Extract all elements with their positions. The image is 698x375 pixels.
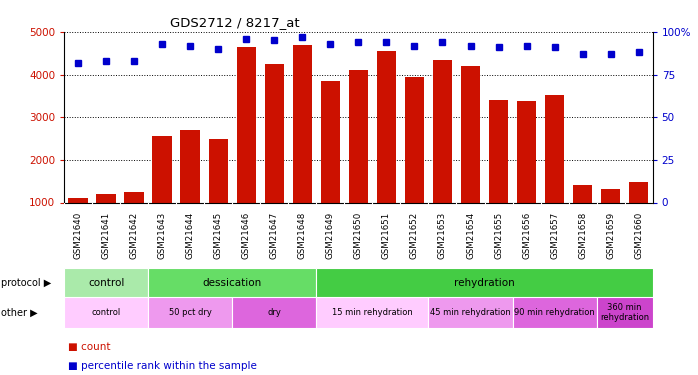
Text: GSM21648: GSM21648: [298, 211, 307, 259]
Bar: [489, 100, 508, 245]
Text: GSM21649: GSM21649: [326, 212, 335, 259]
Text: GSM21659: GSM21659: [606, 212, 615, 259]
Text: 360 min
rehydration: 360 min rehydration: [600, 303, 649, 322]
Bar: [512, 297, 597, 328]
Text: GSM21655: GSM21655: [494, 211, 503, 259]
Bar: [316, 297, 429, 328]
Bar: [232, 297, 316, 328]
Bar: [316, 268, 653, 297]
Bar: [64, 268, 148, 297]
Bar: [377, 51, 396, 245]
Bar: [292, 45, 312, 245]
Bar: [461, 66, 480, 245]
Text: GSM21645: GSM21645: [214, 211, 223, 259]
Bar: [152, 136, 172, 245]
Text: other ▶: other ▶: [1, 308, 37, 318]
Bar: [429, 297, 512, 328]
Bar: [405, 76, 424, 245]
Text: GSM21652: GSM21652: [410, 211, 419, 259]
Text: control: control: [91, 308, 121, 317]
Bar: [148, 297, 232, 328]
Text: GSM21646: GSM21646: [242, 211, 251, 259]
Text: GSM21656: GSM21656: [522, 211, 531, 259]
Bar: [68, 198, 88, 245]
Text: GSM21658: GSM21658: [578, 211, 587, 259]
Text: dessication: dessication: [202, 278, 262, 288]
Text: 15 min rehydration: 15 min rehydration: [332, 308, 413, 317]
Bar: [64, 297, 148, 328]
Bar: [237, 47, 256, 245]
Bar: [629, 182, 648, 245]
Text: GSM21644: GSM21644: [186, 211, 195, 259]
Bar: [573, 184, 593, 245]
Text: protocol ▶: protocol ▶: [1, 278, 51, 288]
Text: ■ count: ■ count: [68, 342, 110, 352]
Text: GSM21660: GSM21660: [634, 211, 643, 259]
Text: GSM21657: GSM21657: [550, 211, 559, 259]
Text: 50 pct dry: 50 pct dry: [169, 308, 211, 317]
Bar: [124, 192, 144, 245]
Text: GSM21653: GSM21653: [438, 211, 447, 259]
Text: GDS2712 / 8217_at: GDS2712 / 8217_at: [170, 16, 299, 29]
Text: GSM21640: GSM21640: [74, 211, 83, 259]
Bar: [517, 101, 536, 245]
Text: GSM21643: GSM21643: [158, 211, 167, 259]
Bar: [181, 130, 200, 245]
Bar: [96, 194, 116, 245]
Bar: [597, 297, 653, 328]
Bar: [544, 94, 565, 245]
Text: dry: dry: [267, 308, 281, 317]
Text: GSM21647: GSM21647: [270, 211, 279, 259]
Bar: [265, 64, 284, 245]
Text: 90 min rehydration: 90 min rehydration: [514, 308, 595, 317]
Bar: [320, 81, 340, 245]
Text: 45 min rehydration: 45 min rehydration: [430, 308, 511, 317]
Text: GSM21641: GSM21641: [102, 211, 111, 259]
Text: GSM21650: GSM21650: [354, 211, 363, 259]
Bar: [209, 138, 228, 245]
Bar: [433, 60, 452, 245]
Text: control: control: [88, 278, 124, 288]
Bar: [601, 189, 621, 245]
Bar: [148, 268, 316, 297]
Text: ■ percentile rank within the sample: ■ percentile rank within the sample: [68, 361, 257, 370]
Bar: [348, 70, 369, 245]
Text: GSM21651: GSM21651: [382, 211, 391, 259]
Text: GSM21642: GSM21642: [130, 211, 139, 259]
Text: rehydration: rehydration: [454, 278, 515, 288]
Text: GSM21654: GSM21654: [466, 211, 475, 259]
